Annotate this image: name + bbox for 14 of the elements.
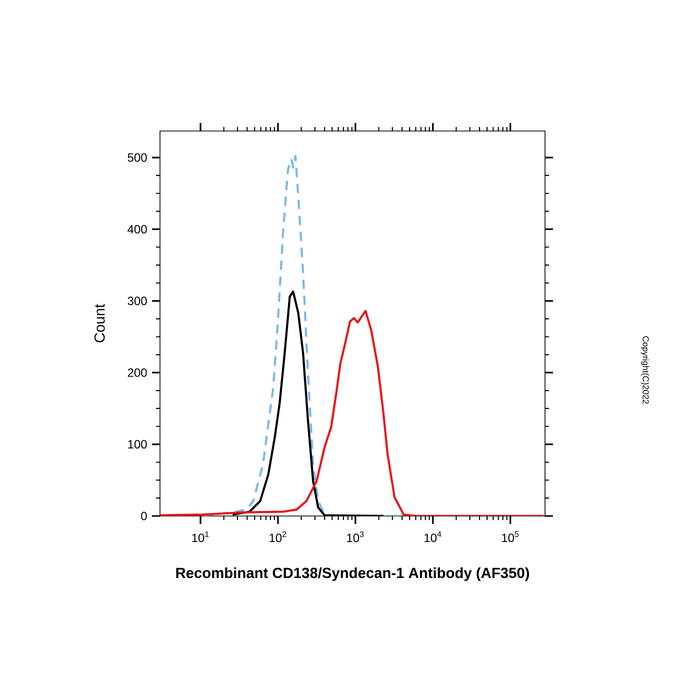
x-tick-label: 10$^{1}$	[192, 531, 209, 542]
x-tick-label: 10$^{2}$	[270, 531, 286, 542]
x-tick-label: 10$^{3}$	[347, 531, 364, 542]
y-tick-label: 300	[128, 296, 147, 306]
y-axis-title: Count	[94, 304, 105, 342]
x-axis-title: Recombinant CD138/Syndecan-1 Antibody (AF350)	[176, 567, 530, 581]
y-tick-label: 400	[128, 224, 147, 234]
y-tick-label: 100	[128, 440, 147, 449]
x-tick-label: 10$^{4}$	[424, 531, 442, 542]
x-tick-label: 10$^{5}$	[502, 531, 519, 542]
y-tick-label: 0	[141, 512, 147, 520]
text: Copyright(C)2022	[640, 336, 650, 404]
y-tick-label: 500	[128, 153, 147, 162]
y-tick-label: 200	[128, 368, 147, 377]
